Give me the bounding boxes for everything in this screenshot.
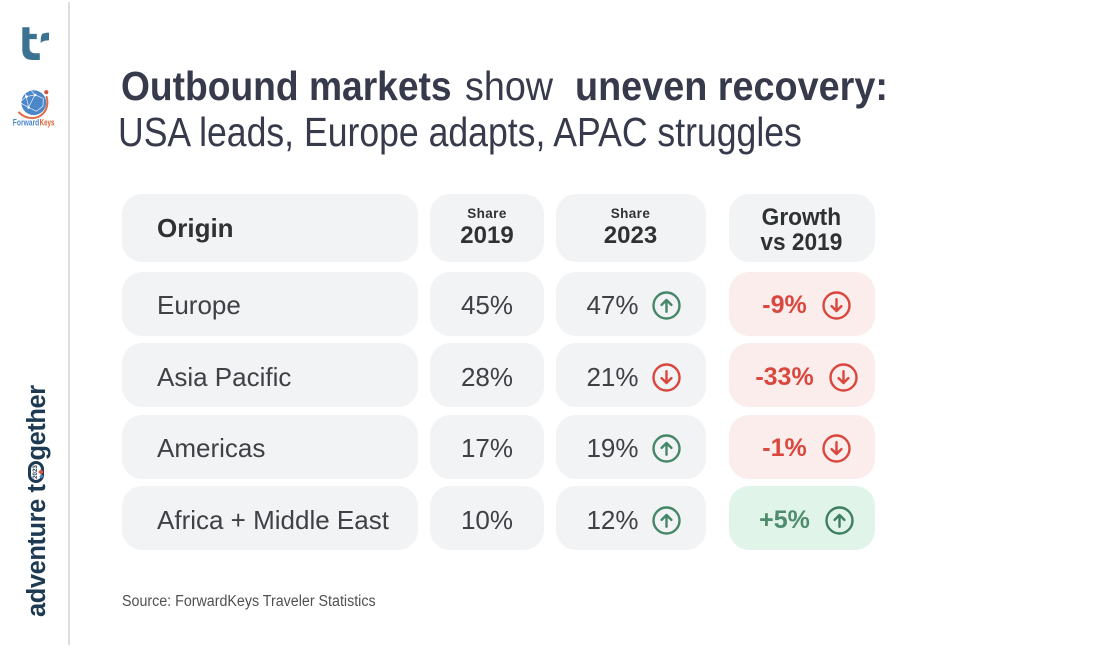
svg-text:Keys: Keys: [40, 118, 55, 129]
svg-text:Forward: Forward: [13, 118, 40, 129]
